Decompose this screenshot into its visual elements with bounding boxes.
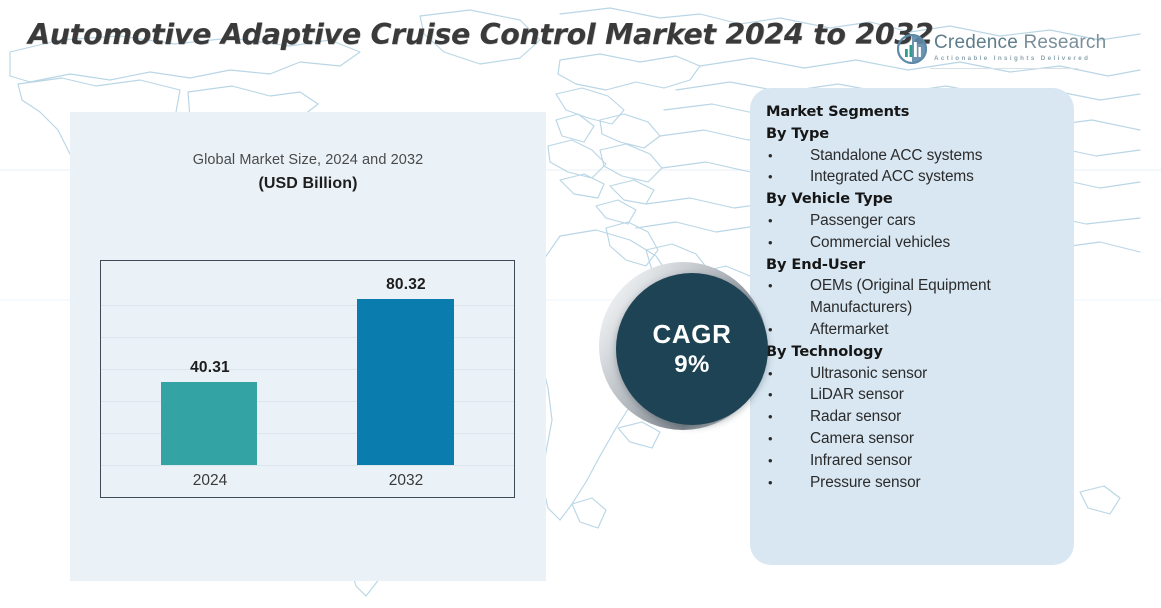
market-segments-panel: Market Segments By Type • Standalone ACC… bbox=[750, 88, 1074, 565]
bar-2024 bbox=[161, 382, 257, 465]
logo-name-part1: Credence bbox=[934, 32, 1018, 53]
bullet-icon: • bbox=[768, 321, 773, 337]
bar-category-2024: 2024 bbox=[192, 472, 228, 489]
segment-group-title-by-end-user: By End-User bbox=[766, 255, 866, 273]
bar-2032 bbox=[357, 299, 454, 465]
list-item: • Aftermarket bbox=[766, 319, 1058, 341]
segment-item-label: Aftermarket bbox=[810, 320, 889, 338]
cagr-label: CAGR bbox=[652, 318, 732, 349]
bullet-icon: • bbox=[768, 169, 773, 185]
gridline bbox=[101, 401, 514, 402]
chart-plot-area bbox=[100, 260, 515, 498]
segment-item-label: Integrated ACC systems bbox=[810, 168, 974, 186]
segment-item-label: LiDAR sensor bbox=[810, 386, 904, 404]
segment-item-label: Infrared sensor bbox=[810, 451, 913, 469]
bullet-icon: • bbox=[768, 234, 773, 250]
logo-tagline: Actionable Insights Delivered bbox=[934, 55, 1091, 62]
bullet-icon: • bbox=[768, 430, 773, 446]
segment-group-title-by-type: By Type bbox=[766, 124, 830, 142]
cagr-badge: CAGR 9% bbox=[599, 262, 777, 440]
chart-panel bbox=[70, 112, 546, 581]
list-item: • Infrared sensor bbox=[766, 450, 1058, 472]
chart-title-primary: Global Market Size, 2024 and 2032 bbox=[192, 152, 424, 168]
segment-item-label: Radar sensor bbox=[810, 408, 902, 426]
page-title: Automotive Adaptive Cruise Control Marke… bbox=[28, 18, 934, 51]
list-item: • Camera sensor bbox=[766, 428, 1058, 450]
market-segments-heading: Market Segments bbox=[766, 103, 910, 120]
segment-group-title-by-vehicle-type: By Vehicle Type bbox=[766, 190, 893, 208]
bar-value-2032: 80.32 bbox=[386, 276, 426, 293]
list-item: • Integrated ACC systems bbox=[766, 166, 1058, 188]
bar-category-2032: 2032 bbox=[388, 472, 424, 489]
segment-item-label: Pressure sensor bbox=[810, 473, 921, 491]
cagr-value: 9% bbox=[674, 351, 710, 379]
list-item: • Passenger cars bbox=[766, 210, 1058, 232]
bullet-icon: • bbox=[768, 365, 773, 381]
list-item: • Standalone ACC systems bbox=[766, 145, 1058, 167]
bullet-icon: • bbox=[768, 278, 773, 294]
segment-group-title-by-technology: By Technology bbox=[766, 342, 883, 360]
segment-item-label: Commercial vehicles bbox=[810, 233, 951, 251]
segment-item-label: Standalone ACC systems bbox=[810, 146, 983, 164]
segment-item-label: OEMs (Original Equipment Manufacturers) bbox=[810, 277, 991, 317]
list-item: • Commercial vehicles bbox=[766, 232, 1058, 254]
list-item: • LiDAR sensor bbox=[766, 384, 1058, 406]
gridline bbox=[101, 465, 514, 466]
list-item: • Radar sensor bbox=[766, 406, 1058, 428]
logo-divider bbox=[930, 68, 1078, 69]
segment-item-label: Camera sensor bbox=[810, 429, 914, 447]
bullet-icon: • bbox=[768, 212, 773, 228]
list-item: • Ultrasonic sensor bbox=[766, 363, 1058, 385]
bullet-icon: • bbox=[768, 387, 773, 403]
chart-gridlines bbox=[101, 261, 514, 497]
logo-wordmark: Credence Research bbox=[934, 33, 1106, 52]
bar-value-2024: 40.31 bbox=[190, 359, 230, 376]
bullet-icon: • bbox=[768, 409, 773, 425]
bullet-icon: • bbox=[768, 474, 773, 490]
segment-item-label: Ultrasonic sensor bbox=[810, 364, 928, 382]
segment-item-label: Passenger cars bbox=[810, 211, 916, 229]
gridline bbox=[101, 305, 514, 306]
bar-chart-circle-icon bbox=[896, 33, 928, 65]
logo-name-part2: Research bbox=[1023, 32, 1107, 53]
list-item: • Pressure sensor bbox=[766, 472, 1058, 494]
bullet-icon: • bbox=[768, 147, 773, 163]
gridline bbox=[101, 369, 514, 370]
gridline bbox=[101, 433, 514, 434]
gridline bbox=[101, 337, 514, 338]
list-item: • OEMs (Original Equipment Manufacturers… bbox=[766, 275, 1058, 319]
bullet-icon: • bbox=[768, 452, 773, 468]
chart-title-units: (USD Billion) bbox=[258, 175, 358, 192]
brand-logo: Credence Research Actionable Insights De… bbox=[896, 33, 1106, 65]
cagr-badge-circle: CAGR 9% bbox=[616, 273, 768, 425]
